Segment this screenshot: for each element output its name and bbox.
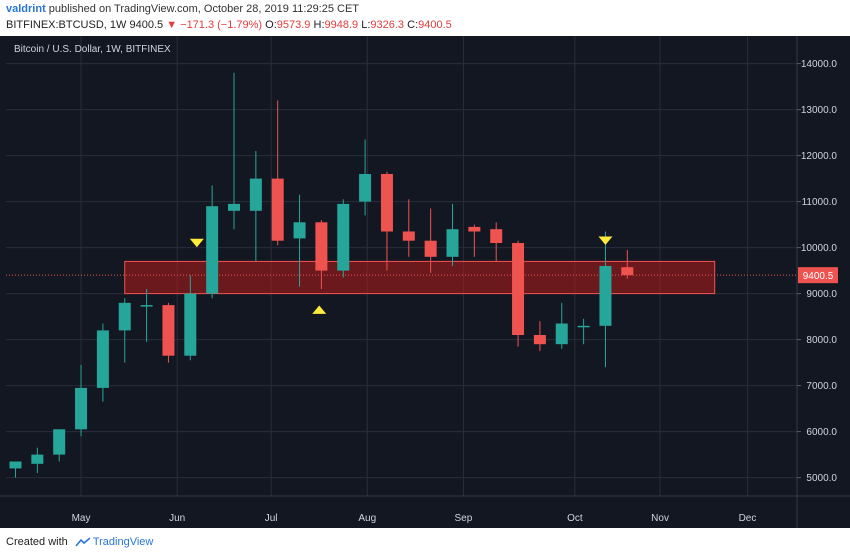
tradingview-logo-icon	[75, 537, 91, 547]
x-tick-label: Jun	[169, 513, 185, 524]
y-tick-label: 8000.0	[806, 335, 837, 346]
candle-body[interactable]	[446, 229, 459, 257]
author-link[interactable]: valdrint	[6, 3, 46, 15]
triangle-up-marker	[312, 305, 327, 314]
candle-body[interactable]	[337, 203, 350, 271]
open-value: 9573.9	[276, 19, 311, 31]
candle-body[interactable]	[75, 387, 88, 430]
candle-body[interactable]	[555, 323, 568, 345]
triangle-down-marker	[189, 238, 204, 248]
close-value: 9400.5	[418, 19, 452, 31]
candle-body[interactable]	[118, 302, 131, 331]
candle-body[interactable]	[468, 226, 481, 232]
x-tick-label: Aug	[358, 513, 376, 524]
y-tick-label: 12000.0	[801, 151, 838, 162]
x-tick-label: Nov	[651, 513, 669, 524]
change-arrow-icon: ▼	[166, 19, 178, 31]
x-tick-label: Jul	[265, 513, 278, 524]
candlestick-chart[interactable]: Bitcoin / U.S. Dollar, 1W, BITFINEX 5000.…	[0, 36, 850, 528]
change-value: −171.3 (−1.79%)	[180, 19, 263, 31]
open-label: O:	[265, 19, 277, 31]
low-label: L:	[361, 19, 371, 31]
y-tick-label: 5000.0	[806, 473, 837, 484]
candle-body[interactable]	[512, 243, 525, 335]
candle-body[interactable]	[621, 267, 634, 276]
y-tick-label: 9000.0	[806, 289, 837, 300]
high-label: H:	[313, 19, 325, 31]
candle-body[interactable]	[184, 293, 197, 356]
x-tick-label: May	[72, 513, 91, 524]
candle-body[interactable]	[380, 174, 393, 232]
x-tick-label: Oct	[567, 513, 583, 524]
y-tick-label: 7000.0	[806, 381, 837, 392]
candle-body[interactable]	[31, 454, 44, 464]
y-tick-label: 13000.0	[801, 105, 838, 116]
publish-line: valdrint published on TradingView.com, O…	[6, 3, 359, 15]
last-price-label: 9400.5	[803, 271, 834, 282]
low-value: 9326.3	[370, 19, 405, 31]
triangle-down-marker	[598, 236, 613, 245]
candle-body[interactable]	[533, 335, 546, 345]
y-tick-label: 11000.0	[802, 197, 838, 208]
created-with-text: Created with	[6, 536, 68, 548]
candle-body[interactable]	[599, 266, 612, 326]
y-tick-label: 10000.0	[801, 243, 838, 254]
chart-footer: Created with TradingView	[0, 528, 850, 556]
candle-body[interactable]	[162, 305, 175, 356]
last-price: 9400.5	[129, 19, 164, 31]
high-value: 9948.9	[324, 19, 359, 31]
symbol-label: BITFINEX:BTCUSD, 1W	[6, 19, 127, 31]
candle-body[interactable]	[249, 178, 262, 211]
candle-body[interactable]	[53, 429, 66, 455]
candle-body[interactable]	[402, 231, 415, 241]
candle-body[interactable]	[206, 206, 219, 294]
candle-body[interactable]	[9, 461, 22, 469]
candle-body[interactable]	[359, 174, 372, 202]
candle-body[interactable]	[271, 178, 284, 241]
x-tick-label: Dec	[739, 513, 757, 524]
candle-body[interactable]	[490, 229, 503, 243]
last-price-tag	[798, 267, 838, 284]
tradingview-link[interactable]: TradingView	[92, 536, 154, 548]
chart-header: valdrint published on TradingView.com, O…	[0, 0, 850, 36]
x-tick-label: Sep	[455, 513, 473, 524]
candle-body[interactable]	[140, 305, 153, 307]
support-resistance-zone	[124, 260, 716, 295]
published-text: published on TradingView.com, October 28…	[48, 3, 360, 15]
candle-body[interactable]	[315, 222, 328, 271]
close-label: C:	[407, 19, 419, 31]
candle-body[interactable]	[228, 203, 240, 211]
candle-body[interactable]	[577, 325, 590, 328]
candle-body[interactable]	[424, 240, 437, 257]
created-with: Created with TradingView	[6, 536, 153, 548]
candle-body[interactable]	[293, 222, 306, 239]
chart-title: Bitcoin / U.S. Dollar, 1W, BITFINEX	[14, 44, 171, 55]
y-tick-label: 14000.0	[801, 59, 838, 70]
ohlc-line: BITFINEX:BTCUSD, 1W 9400.5 ▼ −171.3 (−1.…	[6, 19, 452, 31]
candle-body[interactable]	[96, 330, 109, 388]
y-tick-label: 6000.0	[806, 427, 837, 438]
